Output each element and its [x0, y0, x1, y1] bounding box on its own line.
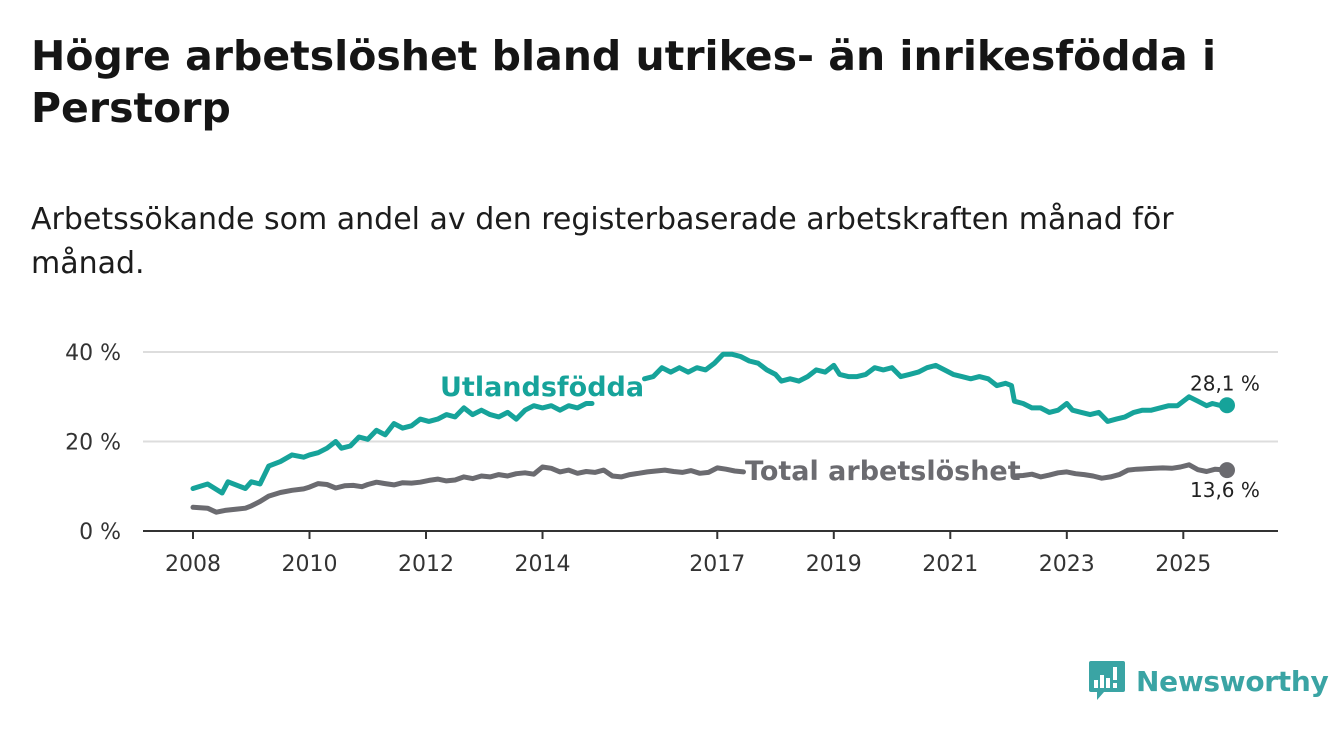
chart-title: Högre arbetslöshet bland utrikes- än inr… — [31, 32, 1216, 132]
x-tick-label: 2010 — [282, 552, 338, 577]
series-line — [1011, 462, 1230, 481]
x-tick-label: 2019 — [806, 552, 862, 577]
y-tick-label: 40 % — [65, 341, 121, 366]
series-line — [642, 351, 1230, 424]
line-chart: 0 % 20 % 40 % 2008 2010 2012 2014 2017 2019 2021 2… — [65, 341, 1278, 577]
series-label: Utlandsfödda — [440, 372, 644, 403]
series-end-marker — [1219, 397, 1235, 414]
x-tick-label: 2025 — [1155, 552, 1211, 577]
newsworthy-logo-icon — [1089, 661, 1125, 700]
series-line — [190, 401, 595, 496]
x-tick-label: 2021 — [922, 552, 978, 577]
series-line — [190, 464, 746, 515]
brand-logo: Newsworthy — [1088, 660, 1329, 702]
y-tick-label: 0 % — [79, 520, 121, 545]
x-tick-label: 2017 — [689, 552, 745, 577]
series-end-marker — [1219, 462, 1235, 479]
series-end-label: 28,1 % — [1190, 371, 1260, 395]
x-tick-label: 2023 — [1039, 552, 1095, 577]
y-tick-label: 20 % — [65, 431, 121, 456]
x-tick-label: 2008 — [165, 552, 221, 577]
brand-name: Newsworthy — [1136, 664, 1329, 698]
series-label: Total arbetslöshet — [745, 456, 1021, 487]
series-end-label: 13,6 % — [1190, 478, 1260, 502]
chart-subtitle: Arbetssökande som andel av den registerb… — [31, 202, 1174, 281]
x-tick-label: 2012 — [398, 552, 454, 577]
x-tick-label: 2014 — [515, 552, 571, 577]
